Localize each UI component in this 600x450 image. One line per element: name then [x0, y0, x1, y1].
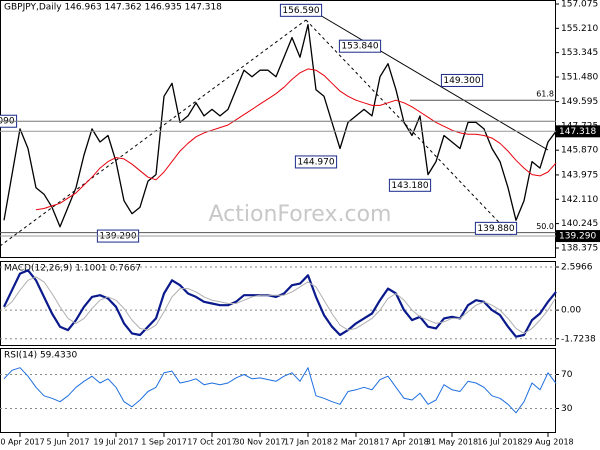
watermark: ActionForex.com: [209, 202, 392, 227]
annotation-label: 149.300: [443, 76, 480, 86]
y-tick-label: 153.345: [561, 48, 598, 58]
series-line: [3, 269, 557, 338]
marker-box: [556, 230, 600, 243]
y-tick-label: 2.5966: [561, 263, 593, 273]
annotation-label: 139.880: [477, 224, 514, 234]
x-tick-label: 17 Apr 2018: [379, 438, 428, 447]
annotation-box: [474, 221, 518, 235]
y-tick-label: 140.245: [561, 219, 598, 229]
price-panel: [0, 0, 556, 258]
series-line: [35, 68, 557, 211]
chart-title: GBPJPY,Daily 146.963 147.362 146.935 147…: [4, 3, 222, 13]
annotation-box: [388, 178, 432, 192]
y-tick-label: 0.00: [561, 306, 581, 316]
y-tick-label: 157.075: [561, 0, 598, 10]
macd-title: MACD(12,26,9) 1.1001 0.7667: [4, 264, 141, 274]
rsi-title: RSI(14) 59.4330: [4, 351, 77, 361]
annotation-box: [338, 39, 382, 53]
x-tick-label: 16 Jul 2018: [477, 438, 522, 447]
fib-diagonal: [305, 19, 513, 237]
series-line: [3, 367, 557, 414]
rsi-panel: [0, 348, 556, 433]
annotation-box: [279, 3, 323, 17]
y-tick-label: 138.375: [561, 244, 598, 254]
annotation-box: [294, 155, 338, 169]
y-tick-label: 151.480: [561, 73, 598, 83]
resistance-trendline: [307, 7, 549, 151]
y-tick-label: 143.975: [561, 170, 598, 180]
marker-label: 139.290: [559, 232, 596, 242]
y-tick-label: 30: [561, 404, 573, 414]
x-tick-label: 1 Sep 2017: [141, 438, 187, 447]
x-tick-label: 29 Aug 2018: [522, 438, 573, 447]
marker-box: [556, 125, 600, 138]
y-tick-label: -1.7238: [561, 334, 596, 344]
y-tick-label: 155.210: [561, 24, 598, 34]
x-tick-label: 31 May 2018: [426, 438, 478, 447]
annotation-box: [440, 73, 484, 87]
annotation-label: 156.590: [282, 6, 319, 16]
annotation-label: 144.970: [297, 157, 334, 167]
x-tick-label: 5 Jun 2017: [46, 438, 89, 447]
y-tick-label: 145.870: [561, 146, 598, 156]
x-tick-label: 19 Jul 2017: [93, 438, 138, 447]
y-tick-label: 142.110: [561, 195, 598, 205]
x-tick-label: 2 Mar 2018: [333, 438, 379, 447]
series-line: [3, 276, 557, 334]
y-tick-label: 149.595: [561, 97, 598, 107]
macd-panel: [0, 261, 556, 346]
series-line: [3, 23, 557, 228]
x-tick-label: 20 Apr 2017: [0, 438, 45, 447]
y-tick-label: 70: [561, 370, 573, 380]
fib-label: 50.0: [536, 222, 554, 231]
x-tick-label: 17 Oct 2017: [187, 438, 236, 447]
fib-label: 61.8: [536, 90, 554, 99]
marker-label: 147.318: [559, 127, 596, 137]
annotation-label: 153.840: [341, 42, 378, 52]
x-tick-label: 30 Nov 2017: [234, 438, 285, 447]
x-tick-label: 17 Jan 2018: [284, 438, 332, 447]
annotation-label: 143.180: [391, 181, 428, 191]
